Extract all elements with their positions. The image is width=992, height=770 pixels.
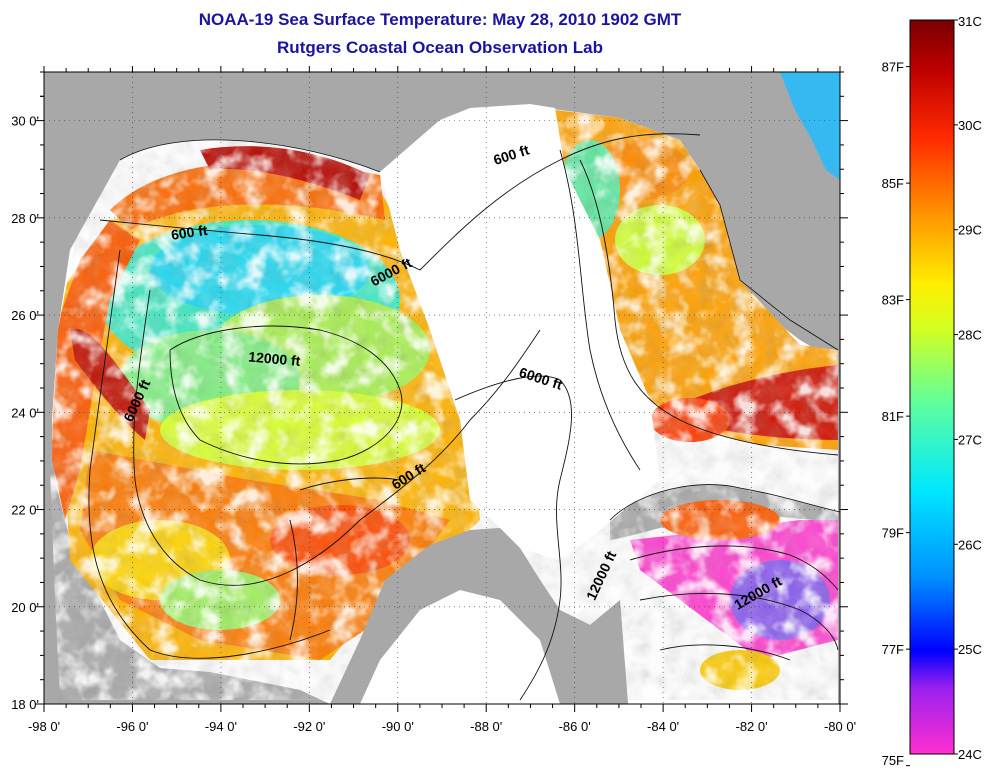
colorbar-fahrenheit-labels: 87F 85F 83F 81F 79F 77F 75F — [882, 60, 910, 768]
lat-lon-grid — [44, 72, 840, 704]
y-tick-label: 28 0' — [11, 211, 39, 226]
x-tick-label: -84 0' — [647, 719, 679, 734]
y-tick-label: 20 0' — [11, 600, 39, 615]
contour-label: 12000 ft — [248, 348, 302, 369]
x-tick-label: -82 0' — [735, 719, 767, 734]
y-tick-label: 18 0' — [11, 697, 39, 712]
y-tick-label: 24 0' — [11, 405, 39, 420]
x-tick-label: -96 0' — [116, 719, 148, 734]
florida-land — [700, 72, 840, 352]
axis-ticks — [36, 66, 848, 712]
colorbar-c-label: 28C — [958, 328, 982, 343]
colorbar-f-label: 85F — [882, 176, 904, 191]
colorbar-c-label: 31C — [958, 14, 982, 29]
x-tick-label: -98 0' — [28, 719, 60, 734]
colorbar-c-label: 25C — [958, 642, 982, 657]
colorbar-c-label: 27C — [958, 432, 982, 447]
atlantic-water — [780, 72, 840, 180]
colorbar-f-label: 75F — [882, 753, 904, 768]
colorbar-scale — [909, 19, 955, 755]
colorbar: 31C 30C 29C 28C 27C 26C 25C 24C 87F 85F 83F 81F 79F… — [882, 14, 982, 768]
colorbar-c-label: 29C — [958, 223, 982, 238]
x-tick-label: -86 0' — [559, 719, 591, 734]
y-tick-label: 22 0' — [11, 503, 39, 518]
colorbar-f-label: 81F — [882, 409, 904, 424]
colorbar-c-label: 24C — [958, 747, 982, 762]
x-tick-label: -88 0' — [470, 719, 502, 734]
colorbar-f-label: 87F — [882, 60, 904, 75]
colorbar-f-label: 79F — [882, 526, 904, 541]
colorbar-c-label: 30C — [958, 118, 982, 133]
colorbar-f-label: 83F — [882, 293, 904, 308]
y-tick-label: 26 0' — [11, 308, 39, 323]
y-axis-labels: 18 0' 20 0' 22 0' 24 0' 26 0' 28 0' 30 0' — [11, 114, 39, 712]
contour-label: 600 ft — [170, 222, 209, 243]
cloud-cover-central — [380, 105, 660, 560]
map-title: NOAA-19 Sea Surface Temperature: May 28,… — [198, 10, 682, 29]
x-tick-label: -94 0' — [205, 719, 237, 734]
x-tick-label: -92 0' — [293, 719, 325, 734]
colorbar-c-label: 26C — [958, 537, 982, 552]
x-tick-label: -80 0' — [824, 719, 856, 734]
y-tick-label: 30 0' — [11, 114, 39, 129]
colorbar-f-label: 77F — [882, 642, 904, 657]
depth-contours — [88, 133, 839, 701]
map-subtitle: Rutgers Coastal Ocean Observation Lab — [277, 38, 603, 57]
x-tick-label: -90 0' — [382, 719, 414, 734]
x-axis-labels: -98 0' -96 0' -94 0' -92 0' -90 0' -88 0' -86 … — [28, 719, 856, 734]
colorbar-celsius-labels: 31C 30C 29C 28C 27C 26C 25C 24C — [954, 14, 982, 762]
